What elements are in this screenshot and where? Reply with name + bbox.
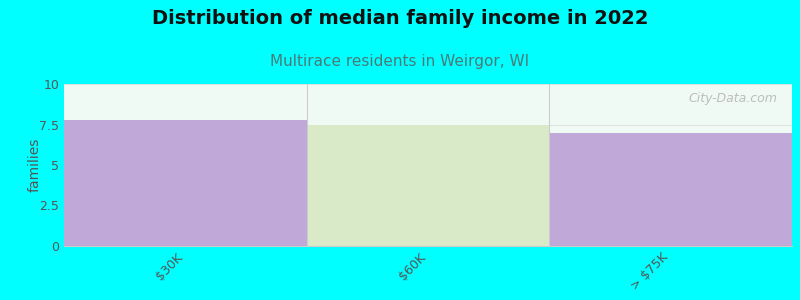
Text: City-Data.com: City-Data.com — [689, 92, 778, 105]
Text: Distribution of median family income in 2022: Distribution of median family income in … — [152, 9, 648, 28]
Bar — [306, 124, 550, 246]
Text: Multirace residents in Weirgor, WI: Multirace residents in Weirgor, WI — [270, 54, 530, 69]
Bar — [64, 120, 306, 246]
Y-axis label: families: families — [28, 138, 42, 192]
Bar — [550, 133, 792, 246]
